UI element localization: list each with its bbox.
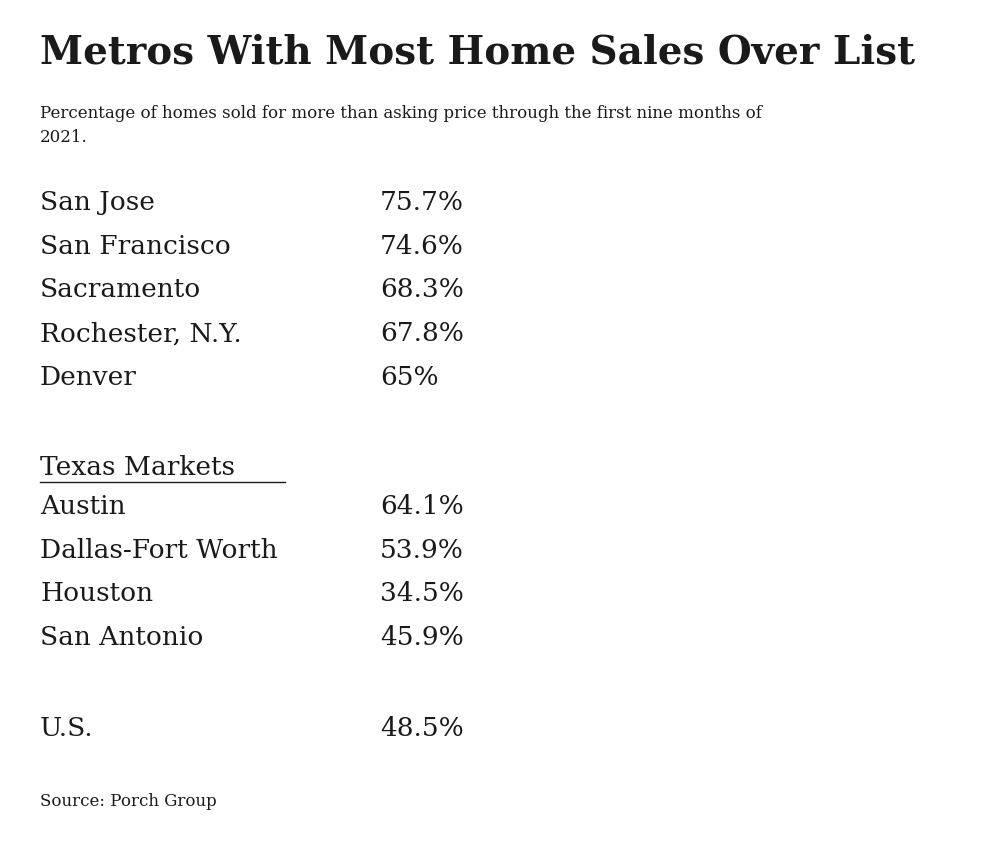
- Text: Texas Markets: Texas Markets: [40, 455, 235, 481]
- Text: 45.9%: 45.9%: [380, 626, 464, 650]
- Text: Source: Porch Group: Source: Porch Group: [40, 793, 217, 810]
- Text: 67.8%: 67.8%: [380, 321, 464, 346]
- Text: 34.5%: 34.5%: [380, 582, 464, 606]
- Text: Dallas-Fort Worth: Dallas-Fort Worth: [40, 538, 278, 562]
- Text: San Antonio: San Antonio: [40, 626, 203, 650]
- Text: 64.1%: 64.1%: [380, 494, 464, 518]
- Text: 53.9%: 53.9%: [380, 538, 464, 562]
- Text: 75.7%: 75.7%: [380, 190, 464, 215]
- Text: 74.6%: 74.6%: [380, 234, 464, 259]
- Text: 68.3%: 68.3%: [380, 277, 464, 303]
- Text: Austin: Austin: [40, 494, 126, 518]
- Text: Metros With Most Home Sales Over List: Metros With Most Home Sales Over List: [40, 34, 915, 72]
- Text: 48.5%: 48.5%: [380, 716, 464, 740]
- Text: San Jose: San Jose: [40, 190, 155, 215]
- Text: San Francisco: San Francisco: [40, 234, 231, 259]
- Text: 65%: 65%: [380, 365, 439, 390]
- Text: Sacramento: Sacramento: [40, 277, 201, 303]
- Text: Percentage of homes sold for more than asking price through the first nine month: Percentage of homes sold for more than a…: [40, 105, 762, 146]
- Text: Rochester, N.Y.: Rochester, N.Y.: [40, 321, 242, 346]
- Text: U.S.: U.S.: [40, 716, 94, 740]
- Text: Denver: Denver: [40, 365, 137, 390]
- Text: Houston: Houston: [40, 582, 153, 606]
